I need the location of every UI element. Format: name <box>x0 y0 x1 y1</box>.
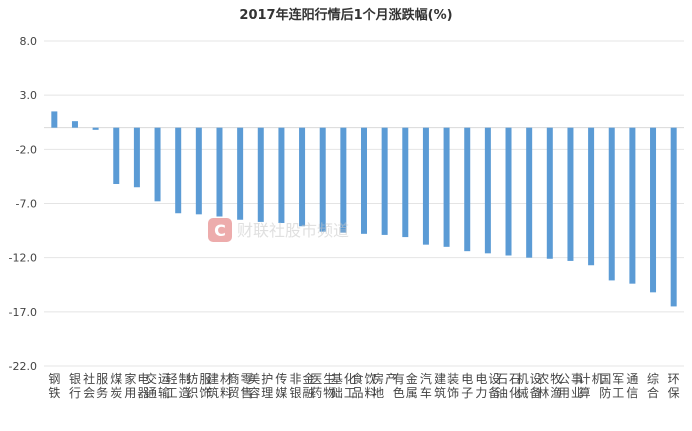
y-axis-ticks: 8.0 3.0 -2.0 -7.0 -12.0 -17.0 -22.0 <box>9 35 37 373</box>
bar <box>113 127 120 184</box>
bar <box>299 127 306 227</box>
x-category-label: 非银金融 <box>290 371 315 400</box>
bar <box>670 127 677 307</box>
bar <box>319 127 326 232</box>
x-axis-categories: 钢铁银行社会服务煤炭家用电器交通运输轻工制造纺织服饰建筑材料商贸零售美容护理传媒… <box>48 371 679 400</box>
x-category-label: 通信 <box>626 372 638 400</box>
x-category-label: 钢铁 <box>48 372 60 400</box>
x-category-label: 美容护理 <box>248 372 273 400</box>
bar <box>257 127 264 222</box>
bar <box>650 127 657 293</box>
y-tick-label: 3.0 <box>20 89 38 102</box>
x-category-label: 建筑材料 <box>207 372 232 400</box>
bar <box>154 127 161 202</box>
x-category-label: 银行 <box>69 372 81 400</box>
x-category-label: 汽车 <box>420 371 432 400</box>
bar <box>629 127 636 284</box>
watermark: C 财联社股市频道 <box>208 218 349 242</box>
x-category-label: 石油石化 <box>496 372 521 400</box>
y-tick-label: -2.0 <box>16 143 37 156</box>
x-category-label: 医药生物 <box>310 372 335 400</box>
bar <box>340 127 347 233</box>
x-category-label: 传媒 <box>275 371 287 400</box>
x-category-label: 家用电器 <box>124 371 149 400</box>
x-category-label: 轻工制造 <box>166 372 191 400</box>
x-category-label: 交通运输 <box>145 371 170 400</box>
bar <box>567 127 574 261</box>
y-tick-label: 8.0 <box>20 35 38 48</box>
bar <box>422 127 429 245</box>
x-category-label: 机械设备 <box>517 372 542 400</box>
bar <box>505 127 512 256</box>
bar <box>71 121 78 128</box>
x-category-label: 社会服务 <box>83 371 108 400</box>
x-category-label: 公用事业 <box>558 372 583 400</box>
watermark-logo <box>208 218 232 242</box>
x-category-label: 综合 <box>647 372 659 400</box>
bar <box>361 127 367 234</box>
bar <box>588 127 595 266</box>
y-tick-label: -7.0 <box>16 198 37 211</box>
x-category-label: 商贸零售 <box>228 371 253 400</box>
x-category-label: 纺织服饰 <box>186 372 211 400</box>
bar <box>278 127 285 223</box>
x-category-label: 食品饮料 <box>351 371 376 400</box>
x-category-label: 电子 <box>461 372 473 400</box>
x-category-label: 环保 <box>668 372 680 400</box>
y-tick-label: -22.0 <box>9 360 37 373</box>
x-category-label: 国防军工 <box>599 372 624 400</box>
watermark-logo-letter: C <box>214 221 226 240</box>
x-category-label: 有色金属 <box>393 371 418 400</box>
bar <box>443 127 450 247</box>
bar <box>92 127 99 130</box>
chart-title: 2017年连阳行情后1个月涨跌幅(%) <box>239 7 452 23</box>
x-category-label: 计算机 <box>579 372 604 400</box>
watermark-text: 财联社股市频道 <box>237 221 349 240</box>
x-category-label: 房地产 <box>372 371 397 400</box>
bar <box>216 127 223 217</box>
y-tick-label: -17.0 <box>9 306 37 319</box>
bar <box>51 111 58 128</box>
bar <box>546 127 553 259</box>
x-category-label: 建筑装饰 <box>434 372 459 400</box>
bar <box>237 127 244 220</box>
bar <box>484 127 491 254</box>
bar <box>526 127 533 258</box>
x-category-label: 农林牧渔 <box>537 372 562 400</box>
y-tick-label: -12.0 <box>9 252 37 265</box>
x-category-label: 煤炭 <box>110 372 122 400</box>
bar <box>133 127 140 188</box>
bar <box>402 127 409 238</box>
bar <box>195 127 202 215</box>
x-category-label: 基础化工 <box>331 372 356 400</box>
bar <box>175 127 182 214</box>
bar <box>464 127 471 252</box>
x-category-label: 电力设备 <box>475 372 500 400</box>
bar <box>608 127 615 281</box>
bar <box>381 127 388 235</box>
bars <box>51 111 677 307</box>
